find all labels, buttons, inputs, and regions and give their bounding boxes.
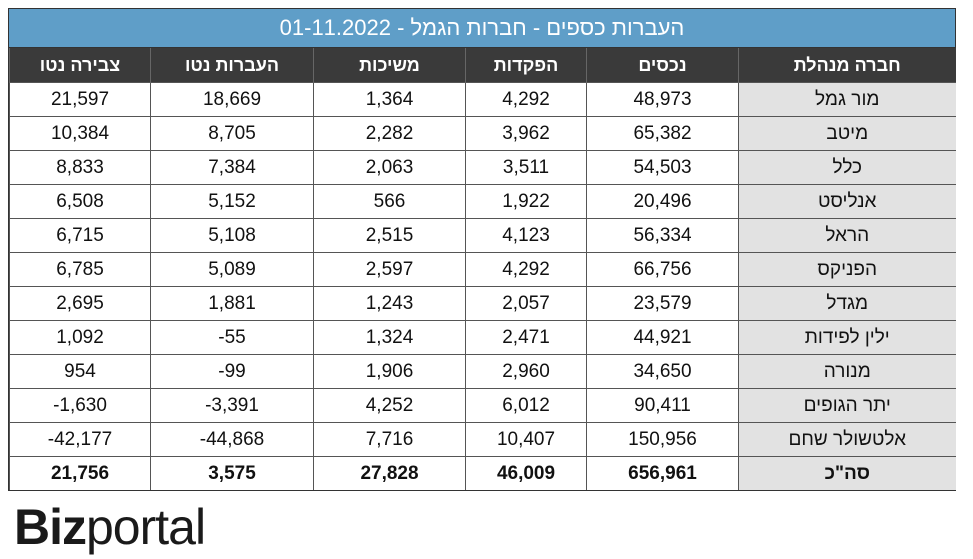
net-accumulation-cell: 10,384 xyxy=(9,116,151,151)
net-accumulation-cell: 6,785 xyxy=(9,252,151,287)
deposits-cell: 3,511 xyxy=(465,150,587,185)
header-net-accumulation: צבירה נטו xyxy=(9,48,151,83)
net-transfers-cell: 1,881 xyxy=(150,286,314,321)
company-name: מגדל xyxy=(738,286,956,321)
deposits-cell: 4,292 xyxy=(465,252,587,287)
total-withdrawals: 27,828 xyxy=(313,456,466,490)
table-row: ילין לפידות 44,921 2,471 1,324 -55 1,092 xyxy=(9,320,956,355)
net-accumulation-cell: 2,695 xyxy=(9,286,151,321)
company-name: מנורה xyxy=(738,354,956,389)
deposits-cell: 1,922 xyxy=(465,184,587,219)
net-accumulation-cell: 21,597 xyxy=(9,82,151,117)
net-transfers-cell: 7,384 xyxy=(150,150,314,185)
table-row: הפניקס 66,756 4,292 2,597 5,089 6,785 xyxy=(9,252,956,287)
assets-cell: 90,411 xyxy=(586,388,739,423)
net-transfers-cell: 5,152 xyxy=(150,184,314,219)
net-accumulation-cell: -42,177 xyxy=(9,422,151,457)
assets-cell: 23,579 xyxy=(586,286,739,321)
total-row: סה"כ 656,961 46,009 27,828 3,575 21,756 xyxy=(9,456,956,490)
withdrawals-cell: 2,282 xyxy=(313,116,466,151)
table-row: מגדל 23,579 2,057 1,243 1,881 2,695 xyxy=(9,286,956,321)
assets-cell: 44,921 xyxy=(586,320,739,355)
assets-cell: 48,973 xyxy=(586,82,739,117)
table-row: אלטשולר שחם 150,956 10,407 7,716 -44,868… xyxy=(9,422,956,457)
total-assets: 656,961 xyxy=(586,456,739,490)
withdrawals-cell: 7,716 xyxy=(313,422,466,457)
assets-cell: 150,956 xyxy=(586,422,739,457)
assets-cell: 34,650 xyxy=(586,354,739,389)
transfers-table: חברה מנהלת נכסים הפקדות משיכות העברות נט… xyxy=(9,48,956,490)
header-row: חברה מנהלת נכסים הפקדות משיכות העברות נט… xyxy=(9,48,956,83)
table-row: אנליסט 20,496 1,922 566 5,152 6,508 xyxy=(9,184,956,219)
withdrawals-cell: 4,252 xyxy=(313,388,466,423)
net-transfers-cell: 8,705 xyxy=(150,116,314,151)
header-deposits: הפקדות xyxy=(465,48,587,83)
net-accumulation-cell: -1,630 xyxy=(9,388,151,423)
deposits-cell: 2,471 xyxy=(465,320,587,355)
deposits-cell: 10,407 xyxy=(465,422,587,457)
company-name: הפניקס xyxy=(738,252,956,287)
table-row: מיטב 65,382 3,962 2,282 8,705 10,384 xyxy=(9,116,956,151)
header-net-transfers: העברות נטו xyxy=(150,48,314,83)
logo-portal-text: portal xyxy=(86,499,206,555)
net-transfers-cell: 18,669 xyxy=(150,82,314,117)
net-transfers-cell: -55 xyxy=(150,320,314,355)
deposits-cell: 2,960 xyxy=(465,354,587,389)
company-name: אנליסט xyxy=(738,184,956,219)
net-accumulation-cell: 6,508 xyxy=(9,184,151,219)
company-name: ילין לפידות xyxy=(738,320,956,355)
table-row: הראל 56,334 4,123 2,515 5,108 6,715 xyxy=(9,218,956,253)
header-company: חברה מנהלת xyxy=(738,48,956,83)
company-name: הראל xyxy=(738,218,956,253)
withdrawals-cell: 566 xyxy=(313,184,466,219)
deposits-cell: 4,123 xyxy=(465,218,587,253)
total-net-accumulation: 21,756 xyxy=(9,456,151,490)
assets-cell: 54,503 xyxy=(586,150,739,185)
bizportal-logo: Bizportal xyxy=(14,499,206,555)
withdrawals-cell: 2,063 xyxy=(313,150,466,185)
net-transfers-cell: -99 xyxy=(150,354,314,389)
withdrawals-cell: 1,364 xyxy=(313,82,466,117)
withdrawals-cell: 1,906 xyxy=(313,354,466,389)
net-transfers-cell: -44,868 xyxy=(150,422,314,457)
withdrawals-cell: 2,597 xyxy=(313,252,466,287)
logo-biz-text: Biz xyxy=(14,499,87,555)
table-row: מנורה 34,650 2,960 1,906 -99 954 xyxy=(9,354,956,389)
header-withdrawals: משיכות xyxy=(313,48,466,83)
assets-cell: 66,756 xyxy=(586,252,739,287)
withdrawals-cell: 1,243 xyxy=(313,286,466,321)
deposits-cell: 4,292 xyxy=(465,82,587,117)
assets-cell: 20,496 xyxy=(586,184,739,219)
withdrawals-cell: 1,324 xyxy=(313,320,466,355)
net-transfers-cell: -3,391 xyxy=(150,388,314,423)
deposits-cell: 2,057 xyxy=(465,286,587,321)
company-name: אלטשולר שחם xyxy=(738,422,956,457)
table-row: כלל 54,503 3,511 2,063 7,384 8,833 xyxy=(9,150,956,185)
deposits-cell: 6,012 xyxy=(465,388,587,423)
company-name: מור גמל xyxy=(738,82,956,117)
company-name: מיטב xyxy=(738,116,956,151)
net-accumulation-cell: 1,092 xyxy=(9,320,151,355)
net-accumulation-cell: 8,833 xyxy=(9,150,151,185)
total-label: סה"כ xyxy=(738,456,956,490)
net-transfers-cell: 5,089 xyxy=(150,252,314,287)
net-transfers-cell: 5,108 xyxy=(150,218,314,253)
assets-cell: 56,334 xyxy=(586,218,739,253)
header-assets: נכסים xyxy=(586,48,739,83)
company-name: יתר הגופים xyxy=(738,388,956,423)
total-deposits: 46,009 xyxy=(465,456,587,490)
table-row: מור גמל 48,973 4,292 1,364 18,669 21,597 xyxy=(9,82,956,117)
net-accumulation-cell: 6,715 xyxy=(9,218,151,253)
table-title: העברות כספים - חברות הגמל - 01-11.2022 xyxy=(9,9,955,48)
deposits-cell: 3,962 xyxy=(465,116,587,151)
transfers-table-container: העברות כספים - חברות הגמל - 01-11.2022 ח… xyxy=(8,8,956,491)
assets-cell: 65,382 xyxy=(586,116,739,151)
net-accumulation-cell: 954 xyxy=(9,354,151,389)
total-net-transfers: 3,575 xyxy=(150,456,314,490)
table-row: יתר הגופים 90,411 6,012 4,252 -3,391 -1,… xyxy=(9,388,956,423)
company-name: כלל xyxy=(738,150,956,185)
withdrawals-cell: 2,515 xyxy=(313,218,466,253)
